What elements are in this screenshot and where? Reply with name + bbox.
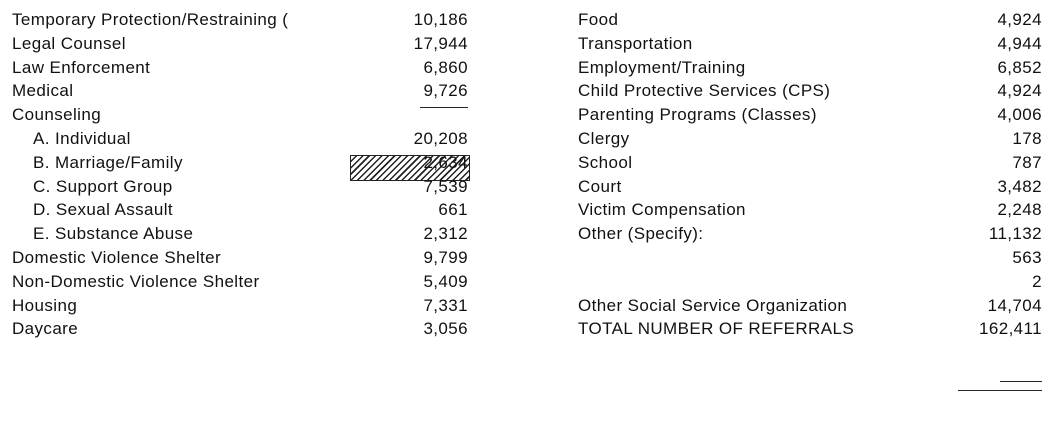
row-label: Employment/Training xyxy=(578,57,746,77)
row-value: 2 xyxy=(1032,271,1042,291)
row-value: 5,409 xyxy=(423,271,468,291)
row-label: Victim Compensation xyxy=(578,200,746,220)
row-label: Medical xyxy=(12,81,74,101)
sub-row-value: 661 xyxy=(438,200,468,220)
row-value: 4,006 xyxy=(997,105,1042,125)
total-rule xyxy=(958,390,1042,391)
row-value: 787 xyxy=(1012,152,1042,172)
sub-row-label: A. Individual xyxy=(33,129,131,148)
row-label: Parenting Programs (Classes) xyxy=(578,105,817,125)
row-label: Housing xyxy=(12,295,78,315)
hatched-box xyxy=(350,155,470,181)
sub-row-value: 2,312 xyxy=(423,224,468,244)
row-value: 14,704 xyxy=(987,295,1042,315)
row-label: Non-Domestic Violence Shelter xyxy=(12,271,260,291)
row-label: Other Social Service Organization xyxy=(578,295,848,315)
row-value: 4,924 xyxy=(997,81,1042,101)
row-value: 9,799 xyxy=(423,248,468,267)
sub-row-label: B. Marriage/Family xyxy=(33,152,183,172)
sub-row-value: 2,634 xyxy=(423,152,468,172)
row-value: 17,944 xyxy=(413,33,468,53)
sub-row-value: 7,539 xyxy=(423,176,468,196)
row-label: Other (Specify): xyxy=(578,224,704,244)
row-label: Clergy xyxy=(578,129,630,148)
total-value: 162,411 xyxy=(979,319,1042,339)
sub-row-label: E. Substance Abuse xyxy=(33,224,194,244)
sub-row-label: D. Sexual Assault xyxy=(33,200,174,220)
total-label: TOTAL NUMBER OF REFERRALS xyxy=(578,319,855,339)
underline xyxy=(420,107,468,108)
row-label: Legal Counsel xyxy=(12,33,126,53)
row-label: Counseling xyxy=(12,105,102,125)
row-label: Transportation xyxy=(578,33,693,53)
row-label: Law Enforcement xyxy=(12,57,151,77)
row-value: 4,924 xyxy=(997,10,1042,29)
row-label: Court xyxy=(578,176,622,196)
row-value: 563 xyxy=(1012,248,1042,267)
row-label: Temporary Protection/Restraining ( xyxy=(12,10,289,29)
sub-row-value: 20,208 xyxy=(413,129,468,148)
row-value: 10,186 xyxy=(413,10,468,29)
row-value: 7,331 xyxy=(423,295,468,315)
row-label: School xyxy=(578,152,633,172)
row-label: Child Protective Services (CPS) xyxy=(578,81,831,101)
row-value: 4,944 xyxy=(997,33,1042,53)
sub-row-label: C. Support Group xyxy=(33,176,173,196)
underline xyxy=(1000,381,1042,382)
row-value: 6,852 xyxy=(997,57,1042,77)
row-value: 6,860 xyxy=(423,57,468,77)
row-label: Domestic Violence Shelter xyxy=(12,248,222,267)
row-value: 9,726 xyxy=(423,81,468,101)
row-value: 2,248 xyxy=(997,200,1042,220)
row-value: 3,482 xyxy=(997,176,1042,196)
row-value: 3,056 xyxy=(423,319,468,339)
row-label: Food xyxy=(578,10,619,29)
row-label: Daycare xyxy=(12,319,79,339)
row-value: 178 xyxy=(1012,129,1042,148)
row-value: 11,132 xyxy=(988,224,1042,244)
